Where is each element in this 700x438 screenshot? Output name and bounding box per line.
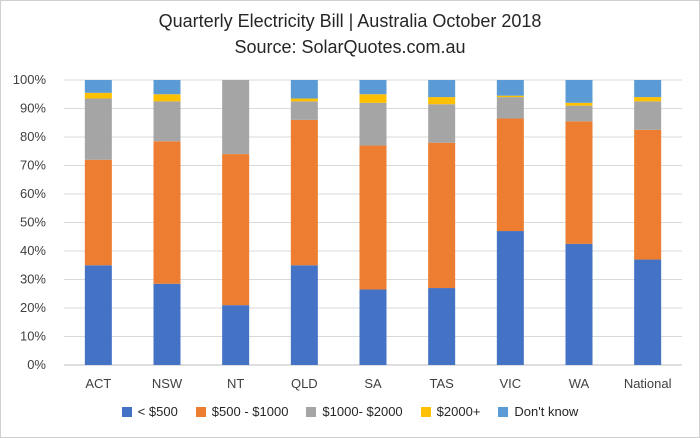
chart-title: Quarterly Electricity Bill | Australia O… xyxy=(158,11,542,31)
legend-swatch xyxy=(306,406,317,417)
bar-segment xyxy=(565,243,593,365)
bar-segment xyxy=(290,265,318,365)
x-tick-label: QLD xyxy=(291,376,318,391)
x-tick-label: WA xyxy=(569,376,590,391)
y-tick-label: 60% xyxy=(20,186,46,201)
bar-segment xyxy=(496,95,524,98)
legend-swatch xyxy=(498,406,509,417)
bar-segment xyxy=(84,98,112,160)
x-tick-label: ACT xyxy=(85,376,111,391)
bar-segment xyxy=(359,94,387,103)
x-tick-label: SA xyxy=(364,376,382,391)
bar-segment xyxy=(153,283,181,365)
legend-swatch xyxy=(121,406,132,417)
bar-segment xyxy=(153,80,181,95)
bar-segment xyxy=(496,231,524,365)
bar-segment xyxy=(565,102,593,106)
bar-segment xyxy=(290,119,318,266)
y-tick-label: 70% xyxy=(20,158,46,173)
bar-segment xyxy=(290,80,318,99)
x-tick-label: NT xyxy=(227,376,244,391)
legend-label: $1000- $2000 xyxy=(322,404,403,419)
bar-segment xyxy=(84,92,112,99)
bar-segment xyxy=(84,80,112,93)
bar-segment xyxy=(428,288,456,365)
bar-segment xyxy=(359,80,387,95)
y-tick-label: 0% xyxy=(27,357,46,372)
y-tick-label: 80% xyxy=(20,129,46,144)
legend-item: Don't know xyxy=(498,404,578,419)
legend-label: $500 - $1000 xyxy=(211,404,289,419)
bar-segment xyxy=(496,97,524,119)
legend-label: < $500 xyxy=(137,404,178,419)
legend-label: $2000+ xyxy=(436,404,481,419)
bar-segment xyxy=(153,94,181,102)
bar-segment xyxy=(634,259,662,365)
bar-segment xyxy=(222,305,250,365)
chart-legend: < $500 $500 - $1000 $1000- $2000 $2000+ Don'… xyxy=(0,404,700,419)
bar-segment xyxy=(428,80,456,98)
x-tick-label: VIC xyxy=(499,376,521,391)
bar-segment xyxy=(634,101,662,130)
bar-segment xyxy=(428,142,456,289)
bar-segment xyxy=(359,145,387,290)
y-tick-label: 90% xyxy=(20,101,46,116)
bar-segment xyxy=(222,154,250,306)
bar-segment xyxy=(84,159,112,266)
bar-segment xyxy=(84,265,112,365)
legend-swatch xyxy=(420,406,431,417)
legend-item: $1000- $2000 xyxy=(306,404,403,419)
bar-segment xyxy=(496,80,524,96)
y-tick-label: 30% xyxy=(20,272,46,287)
bar-segment xyxy=(565,80,593,103)
bar-segment xyxy=(634,129,662,260)
legend-item: < $500 xyxy=(121,404,178,419)
y-tick-label: 40% xyxy=(20,243,46,258)
y-tick-label: 20% xyxy=(20,300,46,315)
bar-segment xyxy=(565,105,593,122)
chart-subtitle: Source: SolarQuotes.com.au xyxy=(234,37,466,57)
legend-item: $500 - $1000 xyxy=(195,404,289,419)
bar-segment xyxy=(634,97,662,102)
bar-segment xyxy=(496,118,524,232)
x-tick-label: National xyxy=(624,376,672,391)
y-tick-label: 50% xyxy=(20,215,46,230)
bar-segment xyxy=(359,102,387,146)
y-tick-label: 100% xyxy=(13,72,47,87)
legend-item: $2000+ xyxy=(420,404,481,419)
bar-segment xyxy=(565,121,593,244)
bar-segment xyxy=(290,98,318,102)
bar-segment xyxy=(222,80,250,155)
bar-segment xyxy=(428,97,456,105)
x-tick-label: NSW xyxy=(152,376,183,391)
legend-label: Don't know xyxy=(514,404,579,419)
bar-segment xyxy=(428,104,456,143)
bar-segment xyxy=(153,101,181,142)
bar-segment xyxy=(359,289,387,365)
legend-swatch xyxy=(195,406,206,417)
bar-segment xyxy=(290,101,318,120)
bar-segment xyxy=(634,80,662,98)
x-tick-label: TAS xyxy=(430,376,455,391)
bar-segment xyxy=(153,141,181,284)
y-tick-label: 10% xyxy=(20,329,46,344)
